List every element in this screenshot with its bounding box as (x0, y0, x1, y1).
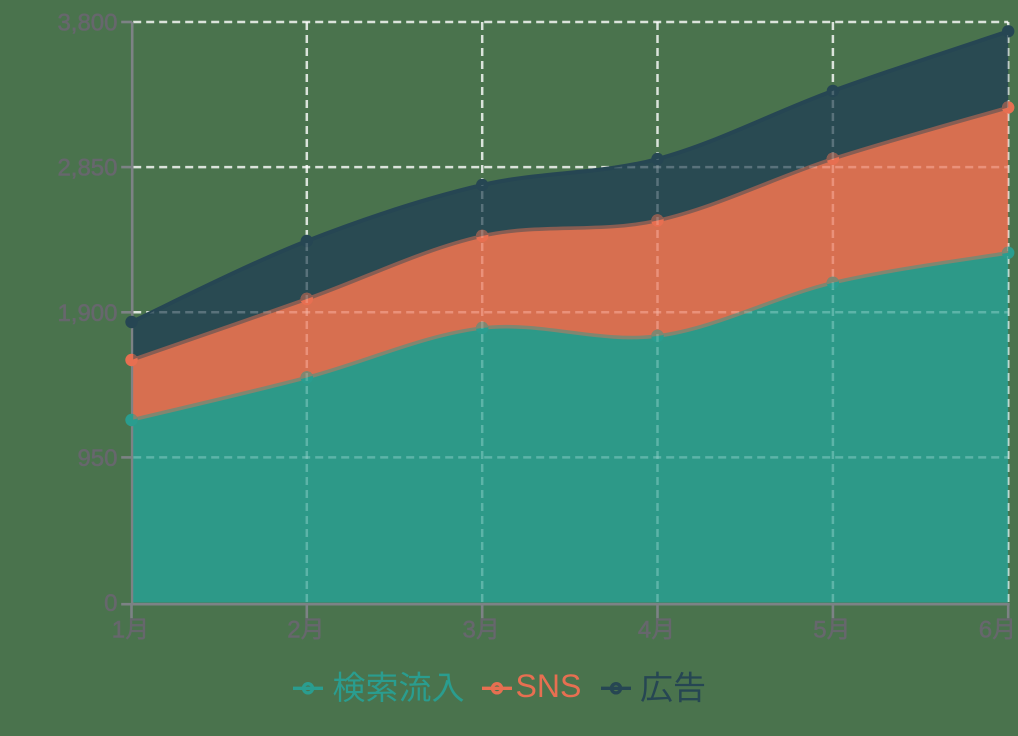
svg-text:1,900: 1,900 (57, 300, 117, 327)
svg-text:2,850: 2,850 (57, 155, 117, 182)
svg-text:3: 3 (463, 617, 476, 644)
svg-text:6: 6 (979, 617, 992, 644)
svg-text:0: 0 (104, 590, 117, 617)
svg-text:1: 1 (112, 617, 125, 644)
svg-text:2: 2 (287, 617, 300, 644)
svg-text:950: 950 (77, 445, 117, 472)
svg-text:5: 5 (813, 617, 826, 644)
svg-text:SNS: SNS (516, 668, 582, 704)
svg-text:3,800: 3,800 (57, 10, 117, 37)
svg-text:4: 4 (638, 617, 651, 644)
